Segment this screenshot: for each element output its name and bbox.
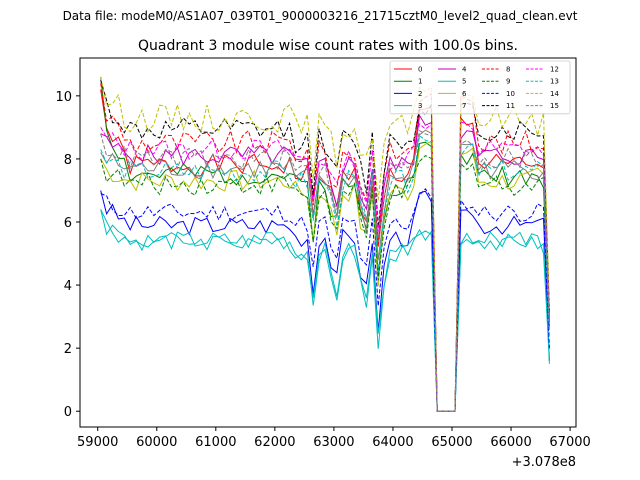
legend-label-15: 15: [550, 102, 559, 110]
series-line-2: [100, 190, 550, 412]
series-line-8: [100, 83, 550, 412]
legend-label-3: 3: [418, 102, 422, 110]
series-line-10: [100, 187, 550, 412]
y-tick-label: 8: [64, 153, 72, 168]
legend-label-10: 10: [506, 90, 515, 98]
legend-label-12: 12: [550, 66, 559, 74]
series-line-13: [100, 134, 550, 412]
series-line-15: [100, 129, 550, 412]
x-tick-label: 61000: [195, 435, 236, 450]
y-tick-label: 2: [64, 342, 72, 357]
suptitle: Data file: modeM0/AS1A07_039T01_90000032…: [63, 9, 578, 23]
y-tick-label: 0: [64, 405, 72, 420]
series-line-4: [100, 113, 550, 412]
legend-label-2: 2: [418, 90, 422, 98]
series-line-11: [100, 79, 550, 412]
y-tick-label: 6: [64, 216, 72, 231]
legend-box: [389, 60, 571, 115]
x-tick-label: 67000: [549, 435, 590, 450]
legend-label-11: 11: [506, 102, 515, 110]
legend-label-0: 0: [418, 66, 422, 74]
legend-label-8: 8: [506, 66, 510, 74]
x-tick-label: 63000: [313, 435, 354, 450]
series-line-3: [100, 209, 550, 412]
x-tick-label: 65000: [431, 435, 472, 450]
x-offset-label: +3.078e8: [512, 455, 576, 470]
y-tick-label: 4: [64, 279, 72, 294]
legend-label-5: 5: [462, 78, 466, 86]
x-tick-label: 64000: [372, 435, 413, 450]
x-tick-label: 66000: [490, 435, 531, 450]
legend-label-4: 4: [462, 66, 467, 74]
series-line-7: [100, 129, 550, 412]
legend-label-1: 1: [418, 78, 422, 86]
plot-frame: [79, 57, 577, 428]
legend-label-7: 7: [462, 102, 466, 110]
y-tick-label: 10: [55, 90, 72, 105]
x-tick-label: 60000: [136, 435, 177, 450]
chart-title: Quadrant 3 module wise count rates with …: [138, 38, 518, 54]
legend-label-14: 14: [550, 90, 559, 98]
legend-label-6: 6: [462, 90, 467, 98]
series-line-12: [100, 121, 550, 412]
series-line-5: [100, 209, 550, 412]
legend-label-9: 9: [506, 78, 510, 86]
x-tick-label: 59000: [77, 435, 118, 450]
x-tick-label: 62000: [254, 435, 295, 450]
legend-label-13: 13: [550, 78, 559, 86]
series-line-9: [100, 154, 550, 412]
